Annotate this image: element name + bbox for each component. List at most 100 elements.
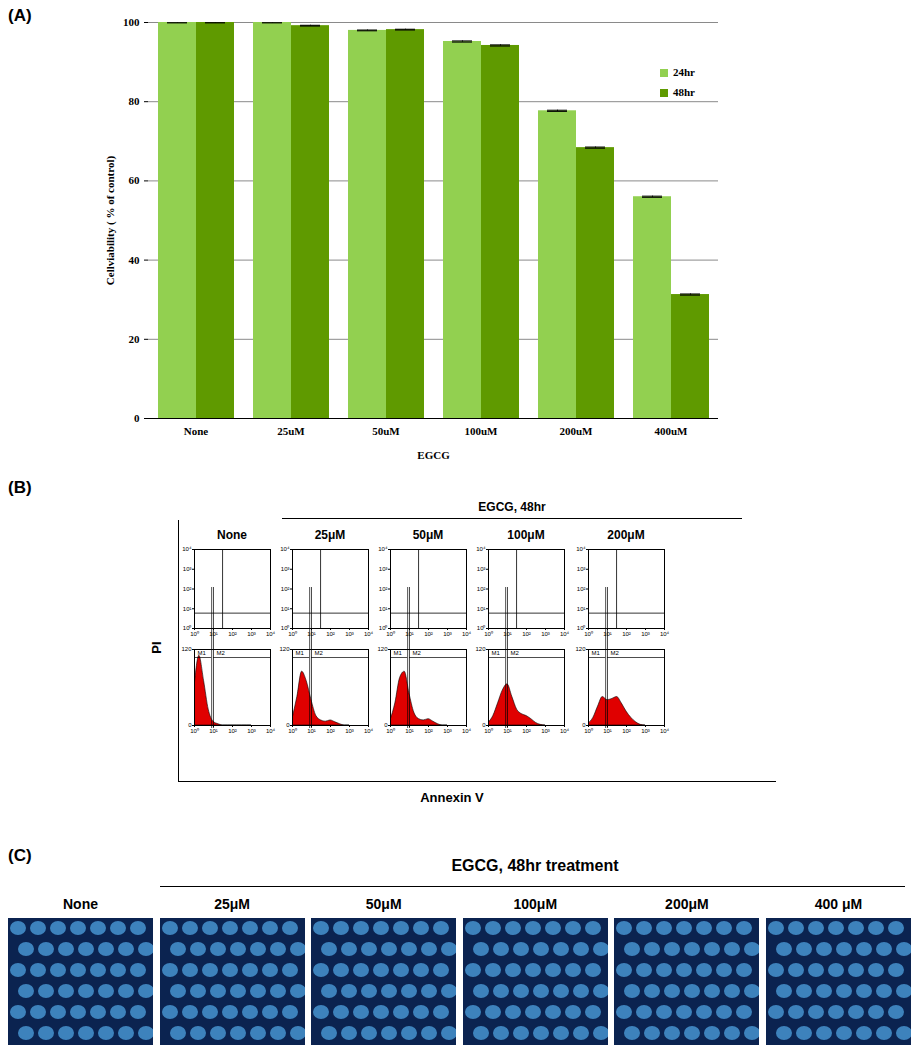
svg-text:10²: 10² [326, 631, 335, 637]
svg-text:50uM: 50uM [372, 425, 400, 437]
svg-text:10⁴: 10⁴ [182, 546, 192, 552]
svg-text:M1: M1 [492, 650, 501, 656]
html-text:EGCG, 48hr treatment: EGCG, 48hr treatment [451, 857, 619, 874]
svg-text:10⁴: 10⁴ [266, 728, 276, 734]
svg-text:10¹: 10¹ [603, 728, 612, 734]
svg-text:M2: M2 [315, 650, 324, 656]
svg-text:10³: 10³ [477, 566, 486, 572]
svg-text:10³: 10³ [541, 631, 550, 637]
svg-text:M1: M1 [592, 650, 601, 656]
svg-text:10²: 10² [326, 728, 335, 734]
svg-text:10²: 10² [228, 631, 237, 637]
svg-text:120: 120 [377, 646, 388, 652]
svg-text:None: None [184, 425, 209, 437]
svg-text:10⁰: 10⁰ [584, 727, 593, 734]
svg-text:10²: 10² [183, 586, 192, 592]
svg-text:10³: 10³ [247, 631, 256, 637]
svg-text:EGCG: EGCG [417, 449, 450, 461]
svg-text:10²: 10² [424, 728, 433, 734]
svg-text:400uM: 400uM [655, 425, 689, 437]
svg-text:10⁴: 10⁴ [660, 728, 670, 734]
svg-text:10¹: 10¹ [405, 728, 414, 734]
html-text:(A): (A) [8, 6, 32, 25]
svg-text:40: 40 [129, 254, 141, 266]
svg-text:10⁰: 10⁰ [288, 727, 297, 734]
svg-text:10¹: 10¹ [209, 728, 218, 734]
svg-text:10³: 10³ [541, 728, 550, 734]
svg-text:10³: 10³ [577, 566, 586, 572]
svg-text:100: 100 [123, 16, 140, 28]
svg-text:10⁴: 10⁴ [560, 631, 570, 637]
svg-text:10⁴: 10⁴ [462, 631, 472, 637]
svg-text:Cellviability ( % of control): Cellviability ( % of control) [104, 155, 117, 285]
svg-text:M1: M1 [198, 650, 207, 656]
svg-text:10²: 10² [477, 586, 486, 592]
svg-text:10⁴: 10⁴ [280, 546, 290, 552]
svg-text:M2: M2 [217, 650, 226, 656]
svg-text:10⁰: 10⁰ [190, 727, 199, 734]
svg-text:25uM: 25uM [277, 425, 305, 437]
svg-text:10⁰: 10⁰ [386, 630, 395, 637]
svg-text:10³: 10³ [641, 631, 650, 637]
svg-text:120: 120 [279, 646, 290, 652]
svg-text:10³: 10³ [345, 728, 354, 734]
svg-text:10⁴: 10⁴ [462, 728, 472, 734]
svg-text:10⁰: 10⁰ [484, 727, 493, 734]
svg-text:120: 120 [181, 646, 192, 652]
html-text:(C): (C) [8, 846, 32, 865]
svg-text:10⁴: 10⁴ [660, 631, 670, 637]
svg-text:10³: 10³ [443, 728, 452, 734]
svg-text:10³: 10³ [641, 728, 650, 734]
svg-text:10⁰: 10⁰ [484, 630, 493, 637]
svg-text:200uM: 200uM [560, 425, 594, 437]
svg-text:10³: 10³ [379, 566, 388, 572]
svg-text:10³: 10³ [345, 631, 354, 637]
svg-text:20: 20 [129, 333, 141, 345]
svg-text:100uM: 100uM [465, 425, 499, 437]
svg-text:10⁰: 10⁰ [584, 630, 593, 637]
svg-text:120: 120 [475, 646, 486, 652]
svg-text:10⁰: 10⁰ [190, 630, 199, 637]
svg-text:10²: 10² [281, 586, 290, 592]
svg-text:10¹: 10¹ [477, 606, 486, 612]
svg-text:80: 80 [129, 95, 141, 107]
svg-text:120: 120 [575, 646, 586, 652]
svg-text:0: 0 [134, 412, 140, 424]
svg-text:M2: M2 [611, 650, 620, 656]
svg-text:10²: 10² [522, 728, 531, 734]
svg-text:10³: 10³ [183, 566, 192, 572]
svg-text:10⁰: 10⁰ [386, 727, 395, 734]
svg-text:10³: 10³ [247, 728, 256, 734]
svg-text:10⁴: 10⁴ [364, 631, 374, 637]
svg-text:10²: 10² [424, 631, 433, 637]
svg-text:10²: 10² [379, 586, 388, 592]
html-text:None: None [63, 896, 98, 912]
svg-text:M1: M1 [394, 650, 403, 656]
svg-text:10²: 10² [522, 631, 531, 637]
svg-text:10⁴: 10⁴ [364, 728, 374, 734]
svg-text:10¹: 10¹ [503, 728, 512, 734]
svg-text:M2: M2 [511, 650, 520, 656]
svg-text:60: 60 [129, 174, 141, 186]
svg-text:10²: 10² [577, 586, 586, 592]
svg-text:10²: 10² [228, 728, 237, 734]
svg-text:10¹: 10¹ [577, 606, 586, 612]
svg-text:10³: 10³ [443, 631, 452, 637]
svg-text:10³: 10³ [281, 566, 290, 572]
svg-text:10¹: 10¹ [307, 728, 316, 734]
svg-text:10⁰: 10⁰ [288, 630, 297, 637]
svg-text:10⁴: 10⁴ [476, 546, 486, 552]
svg-text:10¹: 10¹ [281, 606, 290, 612]
html-text:25μM: 25μM [214, 896, 250, 912]
svg-text:M1: M1 [296, 650, 305, 656]
svg-text:10¹: 10¹ [183, 606, 192, 612]
svg-text:10⁴: 10⁴ [266, 631, 276, 637]
svg-text:M2: M2 [413, 650, 422, 656]
svg-text:10²: 10² [622, 728, 631, 734]
html-text:(B): (B) [8, 478, 32, 497]
svg-text:10¹: 10¹ [379, 606, 388, 612]
svg-text:10⁴: 10⁴ [378, 546, 388, 552]
svg-text:10⁴: 10⁴ [560, 728, 570, 734]
svg-text:10²: 10² [622, 631, 631, 637]
svg-text:10⁴: 10⁴ [576, 546, 586, 552]
